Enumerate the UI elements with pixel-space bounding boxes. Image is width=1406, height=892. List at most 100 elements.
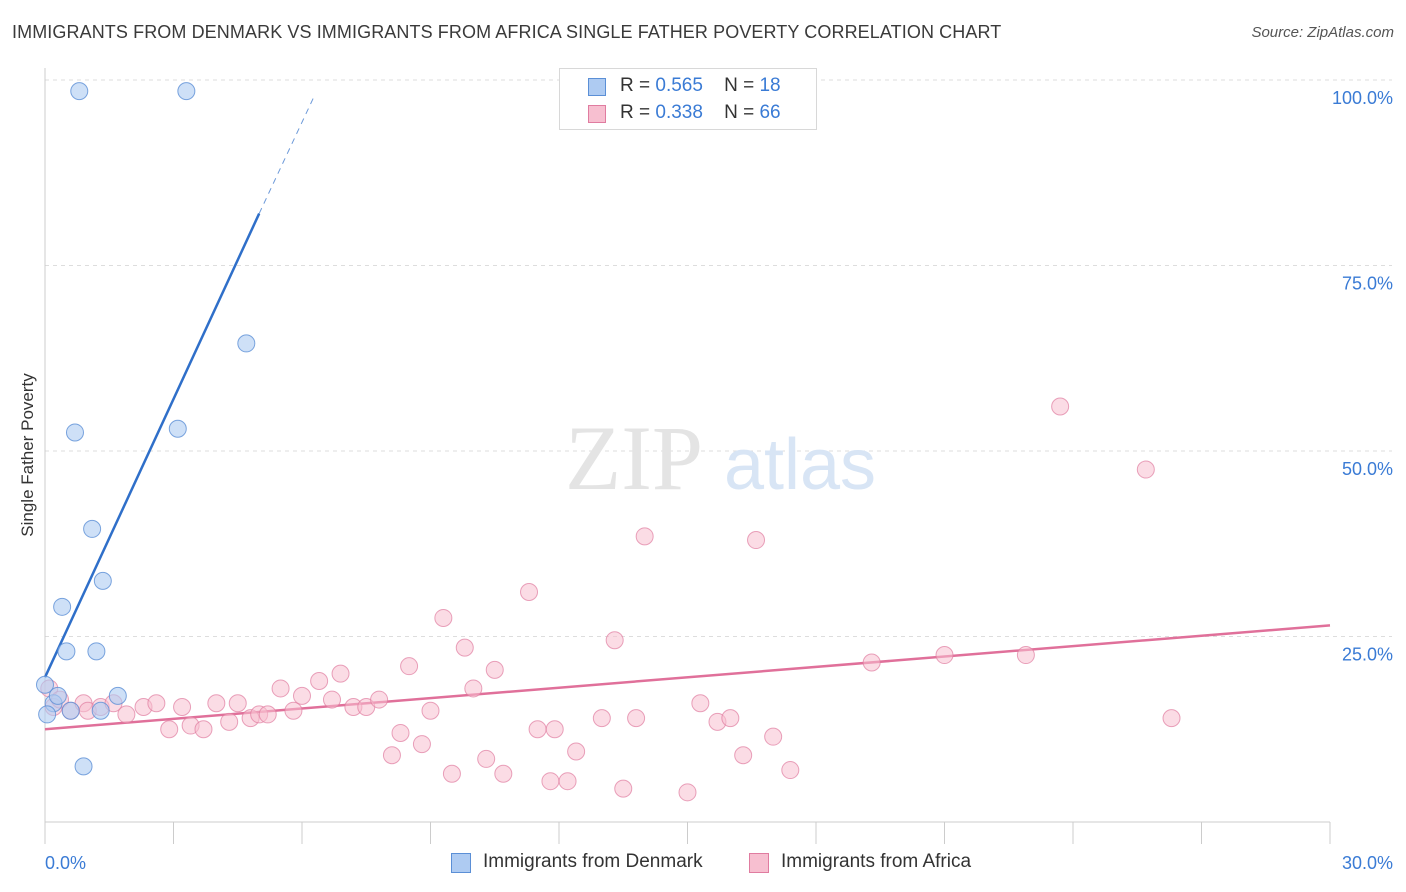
denmark-point bbox=[237, 334, 256, 353]
africa-point bbox=[331, 664, 350, 683]
africa-point bbox=[935, 646, 954, 665]
denmark-point bbox=[65, 423, 84, 442]
legend-swatch-denmark bbox=[588, 78, 606, 96]
africa-point bbox=[1051, 397, 1070, 416]
x-tick-label: 30.0% bbox=[1342, 853, 1393, 873]
denmark-point bbox=[74, 757, 93, 776]
chart-title: IMMIGRANTS FROM DENMARK VS IMMIGRANTS FR… bbox=[12, 22, 1002, 42]
legend-n-value: 18 bbox=[759, 75, 781, 96]
africa-point bbox=[520, 582, 539, 601]
legend-r-value: 0.338 bbox=[655, 102, 703, 123]
africa-point bbox=[310, 672, 329, 691]
africa-point bbox=[442, 764, 461, 783]
denmark-point bbox=[70, 82, 89, 101]
africa-point bbox=[592, 709, 611, 728]
y-tick-label: 25.0% bbox=[1342, 645, 1393, 665]
africa-point bbox=[293, 686, 311, 705]
legend-n-label: N = bbox=[724, 75, 755, 96]
africa-point bbox=[412, 735, 431, 754]
denmark-point bbox=[168, 419, 187, 438]
legend-r-label: R = bbox=[620, 75, 651, 96]
legend-n-label: N = bbox=[724, 102, 755, 123]
africa-point bbox=[485, 660, 504, 679]
africa-point bbox=[370, 690, 389, 709]
tick-labels: 25.0% 50.0% 75.0% 100.0% 0.0% 30.0% bbox=[45, 88, 1393, 873]
africa-point bbox=[147, 694, 166, 713]
africa-trend-line bbox=[44, 624, 1331, 731]
axes bbox=[44, 68, 1331, 844]
africa-point bbox=[781, 761, 800, 780]
africa-point bbox=[721, 709, 740, 728]
africa-point bbox=[734, 746, 753, 765]
x-tick-label: 0.0% bbox=[45, 853, 86, 873]
legend-n-value: 66 bbox=[759, 102, 781, 123]
denmark-point bbox=[48, 686, 67, 705]
africa-point bbox=[117, 705, 136, 724]
africa-point bbox=[627, 709, 646, 728]
y-tick-label: 50.0% bbox=[1342, 459, 1393, 479]
africa-point bbox=[228, 694, 247, 713]
africa-point bbox=[160, 720, 179, 739]
denmark-point bbox=[87, 642, 106, 661]
denmark-point bbox=[83, 519, 102, 538]
africa-point bbox=[635, 527, 654, 546]
y-tick-label: 100.0% bbox=[1332, 88, 1393, 108]
denmark-point bbox=[108, 686, 127, 705]
legend-r-label: R = bbox=[620, 102, 651, 123]
y-axis-label: Single Father Poverty bbox=[18, 373, 37, 537]
africa-point bbox=[1162, 709, 1181, 728]
denmark-trend-extension bbox=[258, 94, 316, 214]
africa-point bbox=[541, 772, 560, 791]
africa-point bbox=[284, 701, 303, 720]
africa-point bbox=[434, 608, 453, 627]
africa-point bbox=[382, 746, 401, 765]
africa-point bbox=[207, 694, 226, 713]
africa-point bbox=[605, 631, 624, 650]
grid-lines bbox=[45, 79, 1392, 637]
africa-point bbox=[494, 764, 513, 783]
africa-point bbox=[678, 783, 697, 802]
africa-point bbox=[271, 679, 290, 698]
denmark-point bbox=[91, 701, 110, 720]
legend-r-value: 0.565 bbox=[655, 75, 703, 96]
denmark-point bbox=[53, 597, 72, 616]
bottom-legend-swatch-africa bbox=[749, 853, 769, 873]
bottom-legend-label-denmark: Immigrants from Denmark bbox=[483, 851, 703, 872]
africa-point bbox=[558, 772, 577, 791]
legend-swatch-africa bbox=[588, 105, 606, 123]
africa-point bbox=[862, 653, 881, 672]
africa-point bbox=[464, 679, 483, 698]
africa-point bbox=[567, 742, 586, 761]
denmark-points bbox=[36, 82, 256, 776]
watermark: ZIP atlas bbox=[565, 407, 876, 509]
africa-point bbox=[691, 694, 710, 713]
africa-point bbox=[391, 723, 410, 742]
africa-point bbox=[477, 749, 496, 768]
africa-point bbox=[322, 690, 341, 709]
africa-point bbox=[421, 701, 440, 720]
denmark-point bbox=[36, 675, 54, 694]
denmark-trend-line bbox=[43, 213, 261, 678]
africa-point bbox=[400, 657, 419, 676]
africa-point bbox=[194, 720, 213, 739]
africa-point bbox=[220, 712, 239, 731]
africa-point bbox=[764, 727, 783, 746]
watermark-zip: ZIP bbox=[565, 407, 703, 509]
bottom-legend-label-africa: Immigrants from Africa bbox=[781, 851, 972, 872]
africa-point bbox=[528, 720, 547, 739]
africa-point bbox=[545, 720, 564, 739]
africa-point bbox=[455, 638, 474, 657]
watermark-atlas: atlas bbox=[724, 425, 876, 505]
correlation-legend: R = 0.565 N = 18 R = 0.338 N = 66 bbox=[559, 68, 817, 130]
africa-point bbox=[173, 697, 192, 716]
denmark-point bbox=[177, 82, 196, 101]
denmark-point bbox=[93, 571, 112, 590]
source-credit: Source: ZipAtlas.com bbox=[1251, 24, 1394, 41]
africa-point bbox=[747, 531, 766, 550]
y-tick-label: 75.0% bbox=[1342, 274, 1393, 294]
denmark-point bbox=[61, 701, 80, 720]
africa-point bbox=[1136, 460, 1155, 479]
africa-point bbox=[258, 705, 277, 724]
denmark-point bbox=[57, 642, 76, 661]
